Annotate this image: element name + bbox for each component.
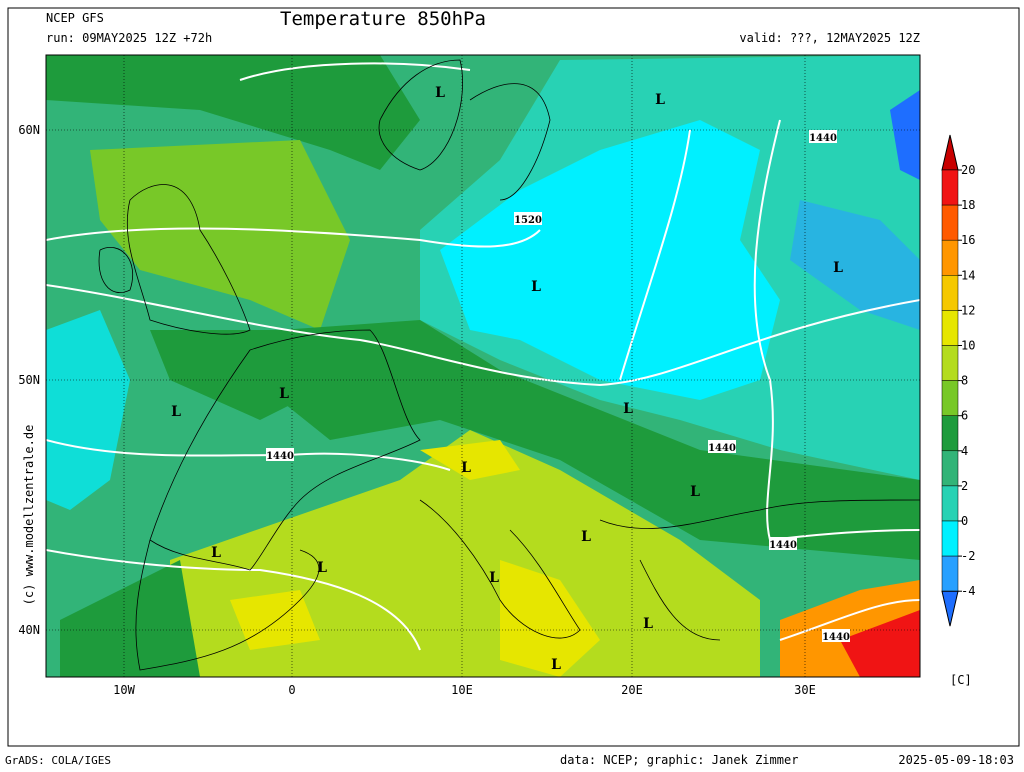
field xyxy=(46,310,130,510)
lon-label: 0 xyxy=(288,683,295,697)
contour-label-bg xyxy=(822,629,850,642)
map-border xyxy=(45,54,921,678)
colorbar-segment xyxy=(941,380,959,416)
annotations: 1440 1440 1440 1440 1440 1520 L L L L L L L L L L L L L L L xyxy=(171,85,850,673)
field xyxy=(46,55,420,170)
colorbar-segment xyxy=(941,169,959,206)
field xyxy=(890,90,920,180)
field xyxy=(420,440,520,480)
field xyxy=(150,330,300,420)
contour-label-bg xyxy=(514,212,542,225)
contour-label-bg xyxy=(266,448,294,461)
map-annotation: L xyxy=(690,484,700,500)
axis-labels: 60N 50N 40N 10W 0 10E 20E 30E xyxy=(18,123,816,697)
lon-label: 30E xyxy=(794,683,816,697)
field xyxy=(840,610,920,677)
map-annotation: 1440 xyxy=(809,133,837,144)
map-annotation: L xyxy=(489,570,499,586)
colorbar-label: -2 xyxy=(961,549,975,563)
field xyxy=(790,200,920,330)
colorbar-arrow xyxy=(941,590,959,627)
map-annotation: 1440 xyxy=(769,540,797,551)
side-credit: (c) www.modellzentrale.de xyxy=(22,425,36,606)
map-annotation: L xyxy=(531,279,541,295)
map-annotation: 1440 xyxy=(266,451,294,462)
contour-label-bg xyxy=(809,130,837,143)
colorbar-segment xyxy=(941,415,959,452)
map-annotation: L xyxy=(643,616,653,632)
colorbar-segment xyxy=(941,345,959,381)
colorbar-label: 8 xyxy=(961,374,968,388)
map-annotation: 1520 xyxy=(514,215,542,226)
field xyxy=(280,320,920,560)
map-annotation: L xyxy=(461,460,471,476)
colorbar-segment xyxy=(941,310,959,346)
footer-credit: data: NCEP; graphic: Janek Zimmer xyxy=(560,753,798,767)
colorbar-segment xyxy=(941,555,959,592)
map-annotation: L xyxy=(279,386,289,402)
field xyxy=(170,430,760,677)
colorbar-segment xyxy=(941,204,959,241)
footer-left: GrADS: COLA/IGES xyxy=(5,754,111,767)
colorbar-label: 2 xyxy=(961,479,968,493)
colorbar-label: 14 xyxy=(961,268,975,282)
contour-label-bg xyxy=(708,440,736,453)
colorbar-label: 20 xyxy=(961,163,975,177)
colorbar-label: 10 xyxy=(961,339,975,353)
map-annotation: L xyxy=(211,545,221,561)
colorbar-segment xyxy=(941,239,959,276)
map-annotation: L xyxy=(655,92,665,108)
model: NCEP GFS xyxy=(46,11,104,25)
footer-date: 2025-05-09-18:03 xyxy=(898,753,1014,767)
map-annotation: L xyxy=(317,560,327,576)
unit: [C] xyxy=(950,673,972,687)
field xyxy=(90,140,350,330)
colorbar-label: 16 xyxy=(961,233,975,247)
title: Temperature 850hPa xyxy=(280,8,486,30)
colorbar-segment xyxy=(941,275,959,311)
lon-label: 10E xyxy=(451,683,473,697)
map-annotation: L xyxy=(623,401,633,417)
colorbar-label: -4 xyxy=(961,584,975,598)
contours xyxy=(46,62,920,651)
field xyxy=(230,590,320,650)
valid: valid: ???, 12MAY2025 12Z xyxy=(739,31,920,45)
colorbar-label: 12 xyxy=(961,303,975,317)
coastlines xyxy=(98,59,920,671)
colorbar-segment xyxy=(941,485,959,522)
map-annotation: L xyxy=(171,404,181,420)
lon-label: 10W xyxy=(113,683,135,697)
colorbar-label: 18 xyxy=(961,198,975,212)
map-annotation: L xyxy=(435,85,445,101)
lat-label: 40N xyxy=(18,623,40,637)
field xyxy=(500,560,600,677)
run: run: 09MAY2025 12Z +72h xyxy=(46,31,212,45)
map-annotation: 1440 xyxy=(708,443,736,454)
colorbar-label: 6 xyxy=(961,409,968,423)
map-annotation: L xyxy=(581,529,591,545)
lon-label: 20E xyxy=(621,683,643,697)
map-annotation: L xyxy=(551,657,561,673)
colorbar-segment xyxy=(941,450,959,487)
lat-label: 50N xyxy=(18,373,40,387)
field xyxy=(60,560,200,677)
field xyxy=(440,120,780,400)
colorbar-label: 4 xyxy=(961,444,968,458)
colorbar-label: 0 xyxy=(961,514,968,528)
contour-label-bg xyxy=(769,537,797,550)
map-annotation: 1440 xyxy=(822,632,850,643)
lat-label: 60N xyxy=(18,123,40,137)
colorbar-segment xyxy=(941,520,959,557)
map-annotation: L xyxy=(833,260,843,276)
